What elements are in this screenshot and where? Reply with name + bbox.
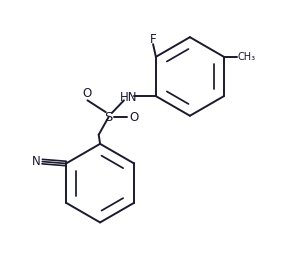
Text: S: S xyxy=(104,111,113,124)
Text: O: O xyxy=(129,111,138,124)
Text: O: O xyxy=(83,87,92,100)
Text: HN: HN xyxy=(119,91,137,104)
Text: F: F xyxy=(150,33,156,46)
Text: CH₃: CH₃ xyxy=(238,52,256,62)
Text: N: N xyxy=(32,155,40,168)
